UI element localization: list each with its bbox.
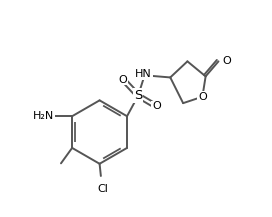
Text: O: O (119, 75, 128, 85)
Text: O: O (223, 56, 231, 66)
Text: O: O (198, 92, 207, 102)
Text: S: S (134, 89, 142, 102)
Text: HN: HN (135, 69, 152, 79)
Text: Cl: Cl (97, 184, 108, 194)
Text: H₂N: H₂N (33, 111, 54, 121)
Text: O: O (152, 101, 161, 111)
